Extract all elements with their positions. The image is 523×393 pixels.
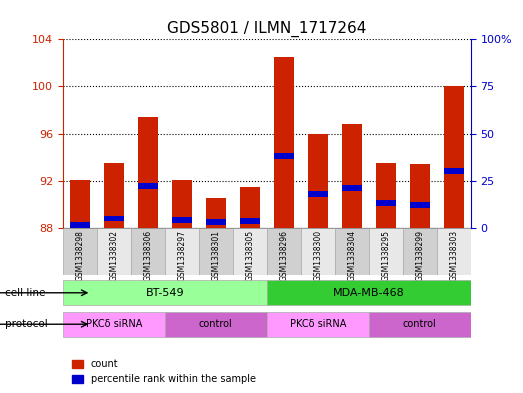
Bar bbox=[70, 180, 90, 228]
FancyBboxPatch shape bbox=[63, 228, 97, 275]
FancyBboxPatch shape bbox=[369, 312, 471, 336]
Bar bbox=[444, 86, 464, 228]
Bar bbox=[376, 200, 396, 206]
Text: GSM1338296: GSM1338296 bbox=[279, 230, 288, 281]
FancyBboxPatch shape bbox=[233, 228, 267, 275]
FancyBboxPatch shape bbox=[97, 228, 131, 275]
FancyBboxPatch shape bbox=[267, 228, 301, 275]
FancyBboxPatch shape bbox=[267, 281, 471, 305]
Bar bbox=[104, 163, 124, 228]
FancyBboxPatch shape bbox=[63, 281, 267, 305]
Bar bbox=[308, 134, 328, 228]
Text: GSM1338303: GSM1338303 bbox=[449, 230, 458, 281]
FancyBboxPatch shape bbox=[199, 228, 233, 275]
Bar bbox=[342, 185, 362, 191]
Text: GSM1338297: GSM1338297 bbox=[177, 230, 186, 281]
FancyBboxPatch shape bbox=[437, 228, 471, 275]
Text: GSM1338298: GSM1338298 bbox=[75, 230, 84, 281]
Legend: count, percentile rank within the sample: count, percentile rank within the sample bbox=[67, 356, 260, 388]
Bar bbox=[410, 202, 430, 208]
Text: cell line: cell line bbox=[5, 288, 46, 298]
Bar bbox=[342, 124, 362, 228]
Bar bbox=[376, 163, 396, 228]
Bar bbox=[138, 117, 158, 228]
Text: GSM1338302: GSM1338302 bbox=[109, 230, 118, 281]
Bar bbox=[274, 57, 294, 228]
FancyBboxPatch shape bbox=[165, 312, 267, 336]
Bar bbox=[240, 219, 260, 224]
Text: GSM1338301: GSM1338301 bbox=[211, 230, 220, 281]
Text: GSM1338304: GSM1338304 bbox=[347, 230, 356, 281]
FancyBboxPatch shape bbox=[369, 228, 403, 275]
Bar bbox=[172, 180, 192, 228]
Title: GDS5801 / ILMN_1717264: GDS5801 / ILMN_1717264 bbox=[167, 20, 367, 37]
Bar bbox=[240, 187, 260, 228]
FancyBboxPatch shape bbox=[63, 312, 165, 336]
Text: protocol: protocol bbox=[5, 319, 48, 329]
Text: GSM1338300: GSM1338300 bbox=[313, 230, 322, 281]
Text: GSM1338306: GSM1338306 bbox=[143, 230, 152, 281]
FancyBboxPatch shape bbox=[131, 228, 165, 275]
Text: control: control bbox=[403, 319, 437, 329]
Text: GSM1338295: GSM1338295 bbox=[381, 230, 390, 281]
Bar bbox=[308, 191, 328, 197]
Bar bbox=[70, 222, 90, 228]
Text: BT-549: BT-549 bbox=[145, 288, 184, 298]
Bar bbox=[206, 198, 226, 228]
Bar bbox=[410, 164, 430, 228]
Bar bbox=[104, 216, 124, 222]
Bar bbox=[206, 219, 226, 225]
Text: GSM1338299: GSM1338299 bbox=[415, 230, 424, 281]
Text: PKCδ siRNA: PKCδ siRNA bbox=[290, 319, 346, 329]
Text: MDA-MB-468: MDA-MB-468 bbox=[333, 288, 405, 298]
FancyBboxPatch shape bbox=[403, 228, 437, 275]
Bar bbox=[274, 153, 294, 159]
Bar bbox=[172, 217, 192, 223]
Bar bbox=[138, 184, 158, 189]
FancyBboxPatch shape bbox=[267, 312, 369, 336]
Text: GSM1338305: GSM1338305 bbox=[245, 230, 254, 281]
Text: PKCδ siRNA: PKCδ siRNA bbox=[86, 319, 142, 329]
FancyBboxPatch shape bbox=[335, 228, 369, 275]
FancyBboxPatch shape bbox=[301, 228, 335, 275]
Text: control: control bbox=[199, 319, 233, 329]
FancyBboxPatch shape bbox=[165, 228, 199, 275]
Bar bbox=[444, 169, 464, 174]
